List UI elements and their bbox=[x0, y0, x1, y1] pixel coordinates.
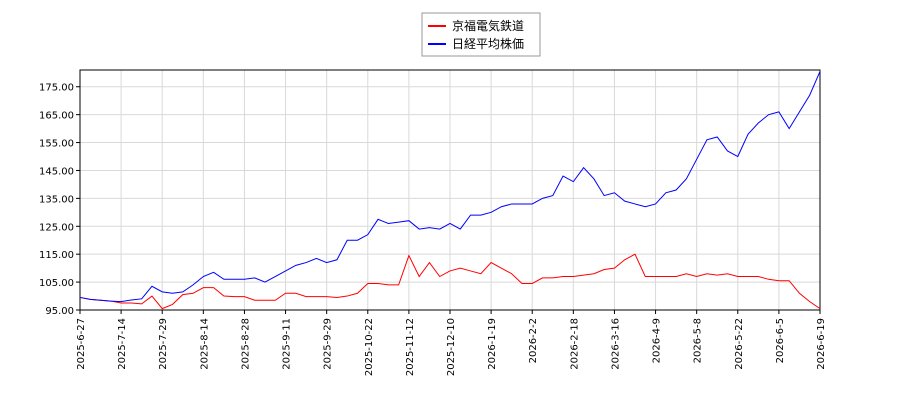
legend-box bbox=[421, 12, 541, 57]
x-tick-label: 2025-7-29 bbox=[158, 318, 169, 370]
plot-frame bbox=[79, 69, 821, 311]
x-tick-label: 2026-6-5 bbox=[775, 318, 786, 363]
x-tick-label: 2025-9-29 bbox=[323, 318, 334, 370]
y-tick-label: 175.00 bbox=[39, 83, 74, 94]
x-tick-label: 2026-6-19 bbox=[816, 318, 827, 370]
x-tick-label: 2026-5-8 bbox=[693, 318, 704, 363]
y-tick-label: 95.00 bbox=[45, 306, 74, 317]
y-tick-label: 155.00 bbox=[39, 139, 74, 150]
x-tick-label: 2025-7-14 bbox=[117, 318, 128, 370]
y-tick-label: 125.00 bbox=[39, 222, 74, 233]
y-tick-label: 105.00 bbox=[39, 278, 74, 289]
series-line bbox=[79, 71, 821, 303]
x-tick-label: 2025-9-11 bbox=[282, 318, 293, 370]
legend-label: 日経平均株価 bbox=[452, 36, 524, 51]
series-line bbox=[79, 253, 821, 310]
x-tick-label: 2026-5-22 bbox=[734, 318, 745, 370]
x-tick-label: 2026-1-19 bbox=[487, 318, 498, 370]
y-tick-label: 115.00 bbox=[39, 250, 74, 261]
x-tick-label: 2025-12-10 bbox=[446, 318, 457, 376]
x-tick-label: 2025-8-28 bbox=[240, 318, 251, 370]
legend-label: 京福電気鉄道 bbox=[452, 18, 524, 33]
x-tick-label: 2025-8-14 bbox=[199, 318, 210, 370]
x-tick-label: 2025-11-12 bbox=[405, 318, 416, 376]
y-tick-label: 165.00 bbox=[39, 111, 74, 122]
y-tick-label: 135.00 bbox=[39, 194, 74, 205]
x-tick-label: 2026-2-2 bbox=[528, 318, 539, 363]
x-tick-label: 2025-6-27 bbox=[76, 318, 87, 370]
x-tick-label: 2026-4-9 bbox=[652, 318, 663, 363]
x-tick-label: 2025-10-22 bbox=[364, 318, 375, 376]
x-tick-label: 2026-3-16 bbox=[610, 318, 621, 370]
y-tick-label: 145.00 bbox=[39, 166, 74, 177]
x-tick-label: 2026-2-18 bbox=[569, 318, 580, 370]
